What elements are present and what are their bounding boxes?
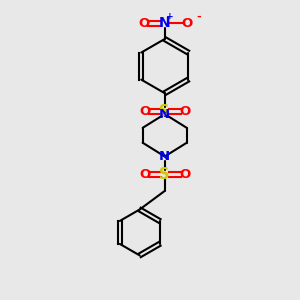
Text: S: S — [160, 104, 170, 119]
Text: O: O — [138, 17, 149, 30]
Text: -: - — [196, 12, 201, 22]
Text: +: + — [166, 12, 174, 21]
Text: O: O — [179, 168, 190, 181]
Text: N: N — [159, 150, 170, 163]
Text: S: S — [160, 167, 170, 182]
Text: N: N — [159, 16, 170, 30]
Text: O: O — [179, 105, 190, 118]
Text: O: O — [139, 105, 150, 118]
Text: N: N — [159, 108, 170, 121]
Text: O: O — [182, 17, 193, 30]
Text: O: O — [139, 168, 150, 181]
